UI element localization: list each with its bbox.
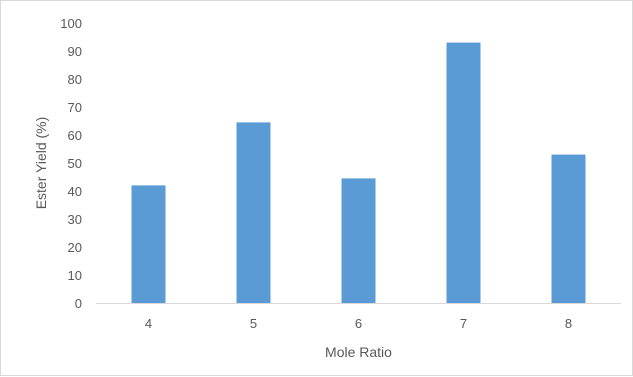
bar (131, 185, 166, 303)
y-tick-label: 10 (68, 268, 82, 283)
y-tick-label: 80 (68, 72, 82, 87)
y-tick-label: 0 (75, 296, 82, 311)
bar (341, 178, 376, 303)
y-tick-label: 40 (68, 184, 82, 199)
x-axis-ticks: 4 5 6 7 8 (145, 316, 572, 331)
y-axis-title: Ester Yield (%) (33, 117, 49, 210)
y-tick-label: 20 (68, 240, 82, 255)
y-axis-ticks: 0 10 20 30 40 50 60 70 80 90 100 (60, 16, 82, 311)
bar (551, 154, 586, 303)
x-tick-label: 7 (460, 316, 467, 331)
bar (236, 122, 271, 304)
x-tick-label: 4 (145, 316, 152, 331)
x-tick-label: 6 (355, 316, 362, 331)
x-axis-title: Mole Ratio (325, 344, 392, 360)
y-tick-label: 100 (60, 16, 82, 31)
y-tick-label: 30 (68, 212, 82, 227)
x-tick-label: 5 (250, 316, 257, 331)
x-tick-label: 8 (565, 316, 572, 331)
bar-series (131, 42, 586, 304)
y-tick-label: 70 (68, 100, 82, 115)
y-tick-label: 90 (68, 44, 82, 59)
y-tick-label: 60 (68, 128, 82, 143)
y-tick-label: 50 (68, 156, 82, 171)
bar (446, 42, 481, 303)
